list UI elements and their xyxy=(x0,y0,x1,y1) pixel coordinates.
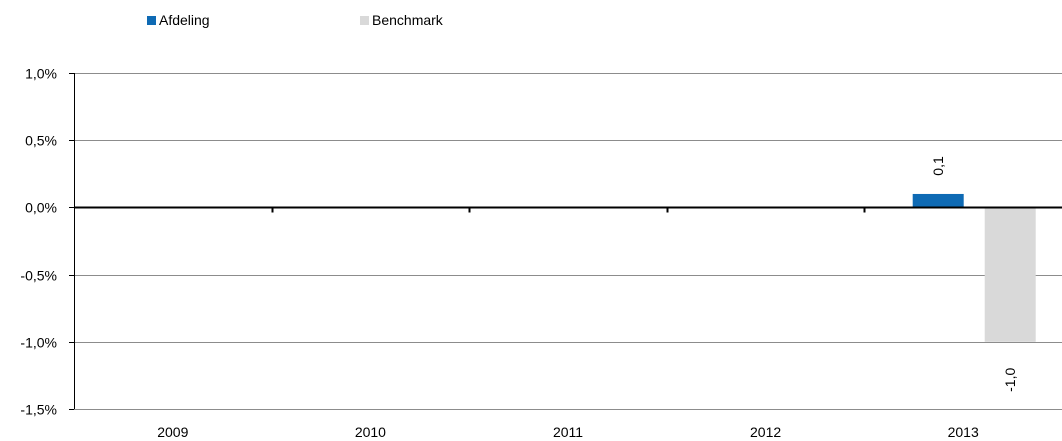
bar-afdeling-2013 xyxy=(912,193,964,208)
y-tick-label: 0,0% xyxy=(25,200,57,216)
data-label-afdeling-2013: 0,1 xyxy=(930,156,946,176)
y-tick-label: -1,5% xyxy=(20,402,57,418)
legend-swatch-benchmark xyxy=(360,15,369,25)
x-tick-label-2013: 2013 xyxy=(948,424,979,440)
y-tick-label: 1,0% xyxy=(25,66,57,82)
legend-label-afdeling: Afdeling xyxy=(159,12,210,28)
bar-benchmark-2013 xyxy=(984,207,1036,342)
y-tick-label: 0,5% xyxy=(25,133,57,149)
legend-item-afdeling: Afdeling xyxy=(147,12,210,28)
y-tick-label: -1,0% xyxy=(20,335,57,351)
x-tick-label-2011: 2011 xyxy=(553,424,583,440)
legend-item-benchmark: Benchmark xyxy=(360,12,443,28)
data-label-benchmark-2013: -1,0 xyxy=(1002,368,1018,392)
y-tick-label: -0,5% xyxy=(20,268,57,284)
legend-swatch-afdeling xyxy=(147,15,156,25)
x-tick-label-2012: 2012 xyxy=(750,424,781,440)
legend-label-benchmark: Benchmark xyxy=(372,12,443,28)
x-tick-label-2010: 2010 xyxy=(355,424,386,440)
x-tick-label-2009: 2009 xyxy=(157,424,188,440)
